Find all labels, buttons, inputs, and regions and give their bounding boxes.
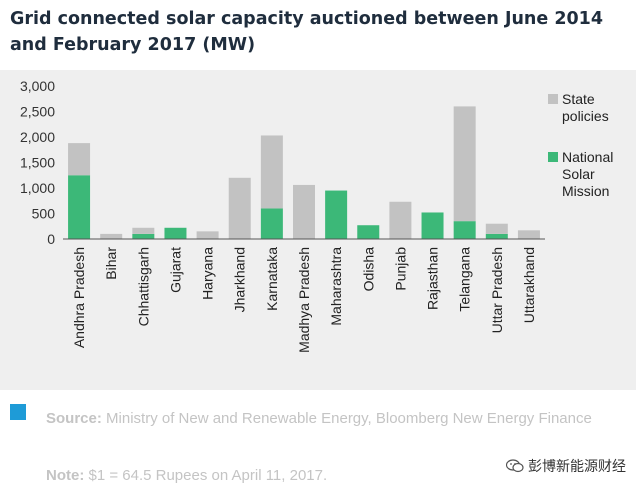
bar-national-solar-mission xyxy=(68,175,91,239)
watermark: 彭博新能源财经 xyxy=(506,456,626,476)
legend-label: National Solar Mission xyxy=(562,149,613,199)
x-category-label: Uttarakhand xyxy=(521,247,537,323)
y-tick-label: 3,000 xyxy=(20,78,55,94)
chart-area: 0 500 1,000 1,500 2,000 2,500 3,000 Andhra Prad… xyxy=(0,70,636,390)
y-tick-label: 500 xyxy=(32,206,56,222)
bar-state-policies xyxy=(453,106,476,222)
note-text: Note: $1 = 64.5 Rupees on April 11, 2017… xyxy=(46,466,327,486)
x-category-label: Karnataka xyxy=(264,247,280,311)
bar-national-solar-mission xyxy=(164,227,187,239)
stacked-bar-chart: 0 500 1,000 1,500 2,000 2,500 3,000 Andhra Prad… xyxy=(20,78,613,353)
bar-national-solar-mission xyxy=(357,225,380,239)
bar-state-policies xyxy=(260,135,283,209)
x-category-label: Madhya Pradesh xyxy=(296,247,312,353)
bar-state-policies xyxy=(196,231,219,239)
x-category-label: Bihar xyxy=(103,247,119,280)
x-category-label: Chhattisgarh xyxy=(135,247,151,326)
bar-national-solar-mission xyxy=(260,208,283,239)
bar-national-solar-mission xyxy=(453,221,476,239)
x-category-label: Jharkhand xyxy=(232,247,248,312)
y-tick-label: 1,000 xyxy=(20,180,55,196)
bar-state-policies xyxy=(485,223,508,234)
bar-state-policies xyxy=(132,227,155,234)
source-body: Ministry of New and Renewable Energy, Bl… xyxy=(101,410,592,427)
bar-state-policies xyxy=(517,230,540,239)
bar-national-solar-mission xyxy=(325,190,348,239)
x-category-label: Telangana xyxy=(457,247,473,312)
x-category-label: Odisha xyxy=(360,247,376,292)
wechat-icon xyxy=(506,459,524,473)
chart-title: Grid connected solar capacity auctioned … xyxy=(10,9,604,55)
x-category-label: Haryana xyxy=(200,247,216,300)
note-body: $1 = 64.5 Rupees on April 11, 2017. xyxy=(84,467,328,484)
bar-state-policies xyxy=(293,184,315,239)
source-text: Source: Ministry of New and Renewable En… xyxy=(46,404,606,434)
y-tick-label: 1,500 xyxy=(20,155,55,171)
source-label: Source: xyxy=(46,410,102,427)
bar-state-policies xyxy=(228,177,251,239)
y-tick-label: 2,500 xyxy=(20,104,55,120)
x-category-label: Maharashtra xyxy=(328,247,344,326)
bar-national-solar-mission xyxy=(421,212,444,239)
x-category-label: Rajasthan xyxy=(425,247,441,310)
source-accent-square xyxy=(10,404,26,420)
x-category-label: Uttar Pradesh xyxy=(489,247,505,333)
y-tick-label: 2,000 xyxy=(20,129,55,145)
legend-swatch xyxy=(548,152,558,162)
x-category-label: Punjab xyxy=(392,247,408,291)
bar-national-solar-mission xyxy=(132,233,155,239)
watermark-text: 彭博新能源财经 xyxy=(528,458,626,474)
bar-state-policies xyxy=(100,233,123,239)
legend-swatch xyxy=(548,94,558,104)
legend-label: State policies xyxy=(562,91,609,124)
y-tick-label: 0 xyxy=(47,231,55,247)
x-category-label: Gujarat xyxy=(167,247,183,293)
bar-state-policies xyxy=(389,201,412,239)
bar-state-policies xyxy=(68,143,91,176)
note-label: Note: xyxy=(46,467,85,484)
bar-national-solar-mission xyxy=(485,233,508,239)
x-category-label: Andhra Pradesh xyxy=(71,247,87,348)
